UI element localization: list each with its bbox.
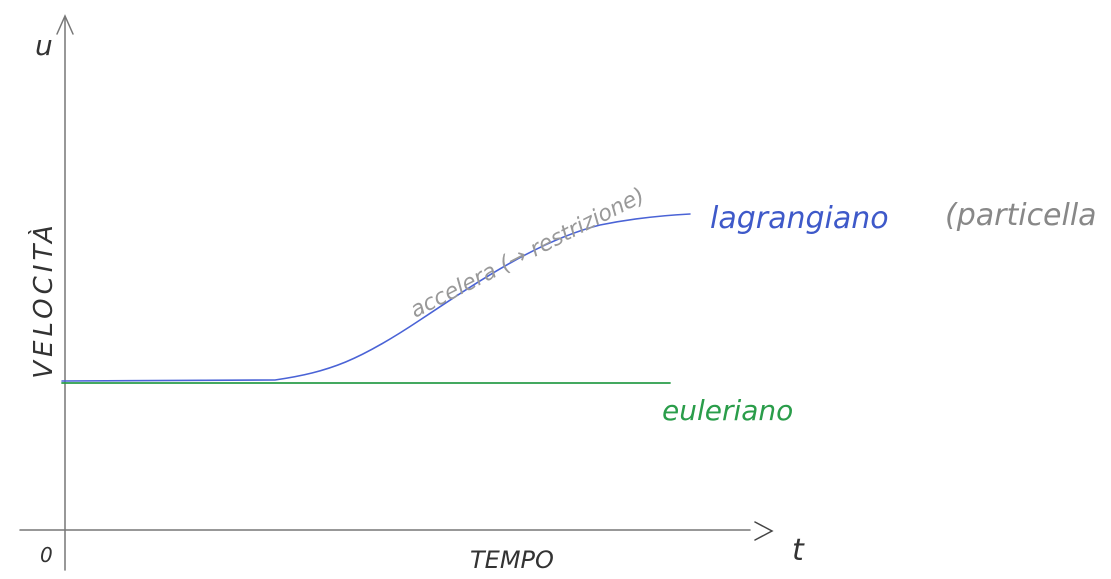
curve-note: accelera (→ restrizione) bbox=[406, 183, 648, 323]
lagrangian-aside: (particella bbox=[945, 198, 1097, 233]
lagrangian-label: lagrangiano bbox=[710, 201, 889, 236]
diagram: u VELOCITÀ 0 TEMPO t accelera (→ restriz… bbox=[0, 0, 1111, 579]
eulerian-label: euleriano bbox=[662, 394, 793, 427]
origin: 0 bbox=[40, 543, 53, 567]
y-label: VELOCITÀ bbox=[27, 221, 59, 378]
x-axis-arrow bbox=[755, 522, 772, 540]
x-label: TEMPO bbox=[470, 546, 554, 574]
lagrangian-curve bbox=[62, 214, 690, 381]
y-symbol: u bbox=[35, 29, 53, 62]
x-symbol: t bbox=[792, 533, 805, 568]
